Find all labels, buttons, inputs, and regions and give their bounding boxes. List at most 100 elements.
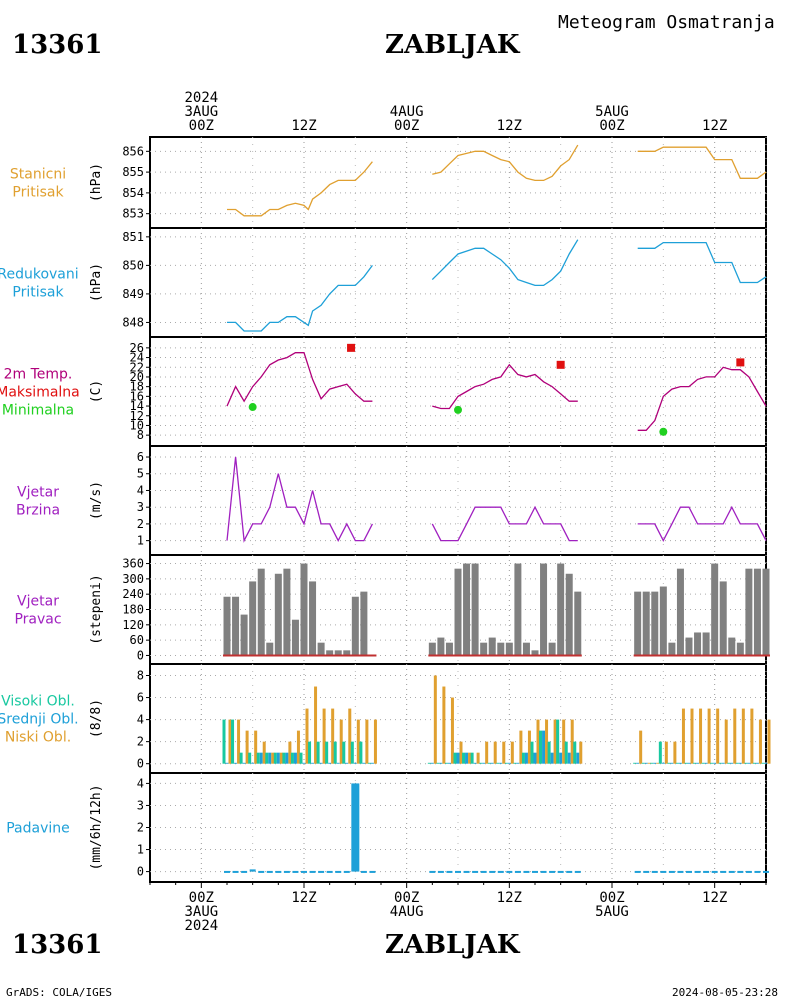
cloud-high-bar — [633, 762, 637, 764]
cloud-mid-bar — [661, 762, 665, 764]
y-tick-label: 851 — [122, 230, 144, 244]
cloud-high-bar — [333, 741, 337, 764]
cloud-low-bar — [664, 741, 668, 764]
cloud-high-bar — [701, 762, 705, 764]
series-line-station-pressure — [227, 161, 373, 217]
series-line-station-pressure — [432, 144, 579, 182]
cloud-low-bar — [450, 697, 454, 764]
cloud-mid-bar — [456, 752, 460, 764]
panel-label: Redukovani — [0, 267, 79, 283]
cloud-low-bar — [356, 719, 360, 764]
cloud-mid-bar — [499, 762, 503, 764]
cloud-high-bar — [222, 719, 226, 764]
cloud-low-bar — [442, 686, 446, 764]
cloud-high-bar — [735, 762, 739, 764]
time-axis-bottom-label: 5AUG — [595, 904, 629, 920]
meteogram-title: Meteogram Osmatranja — [558, 12, 775, 33]
wind-direction-bar — [745, 568, 753, 656]
cloud-mid-bar — [362, 762, 366, 764]
panel-label: Niski Obl. — [5, 730, 71, 746]
y-axis-unit: (mm/6h/12h) — [89, 784, 104, 870]
panel-frame-wind-speed — [149, 445, 767, 556]
precipitation-bar — [224, 870, 230, 873]
y-tick-label: 849 — [122, 287, 144, 301]
y-tick-label: 20 — [130, 370, 144, 384]
cloud-mid-bar — [311, 762, 315, 764]
cloud-low-bar — [279, 752, 283, 764]
cloud-high-bar — [299, 752, 303, 764]
cloud-high-bar — [444, 762, 448, 764]
cloud-high-bar — [650, 762, 654, 764]
wind-direction-bar — [702, 632, 710, 656]
wind-direction-bar — [351, 596, 359, 656]
cloud-low-bar — [228, 719, 232, 764]
cloud-high-bar — [248, 752, 252, 764]
cloud-low-bar — [579, 741, 583, 764]
cloud-mid-bar — [482, 762, 486, 764]
precipitation-bar — [737, 870, 744, 873]
cloud-high-bar — [573, 741, 577, 764]
precipitation-bar — [694, 870, 701, 873]
panel-label: Visoki Obl. — [1, 694, 75, 710]
y-tick-label: 360 — [122, 557, 144, 571]
cloud-high-bar — [744, 762, 748, 764]
precipitation-bar — [566, 870, 573, 873]
tmin-marker — [454, 405, 462, 414]
y-tick-label: 8 — [137, 669, 144, 683]
cloud-low-bar — [502, 741, 506, 764]
cloud-low-bar — [767, 719, 771, 764]
precipitation-bar — [275, 870, 282, 873]
cloud-low-bar — [647, 762, 651, 764]
y-tick-label: 14 — [130, 399, 144, 413]
cloud-high-bar — [727, 762, 731, 764]
cloud-mid-bar — [696, 762, 700, 764]
cloud-mid-bar — [687, 762, 691, 764]
time-axis-top-label: 12Z — [702, 118, 727, 134]
cloud-mid-bar — [439, 762, 443, 764]
y-tick-label: 848 — [122, 315, 144, 329]
y-tick-label: 12 — [130, 409, 144, 423]
tmin-marker — [659, 427, 668, 436]
y-tick-label: 10 — [130, 418, 144, 432]
station-name-footer: ZABLJAK — [385, 930, 520, 960]
cloud-mid-bar — [353, 762, 357, 764]
cloud-high-bar — [556, 719, 560, 764]
cloud-mid-bar — [747, 762, 751, 764]
precipitation-bar — [258, 870, 265, 873]
y-tick-label: 24 — [130, 351, 144, 365]
cloud-high-bar — [453, 752, 457, 764]
station-id-footer: 13361 — [12, 930, 103, 960]
wind-direction-bar — [753, 568, 761, 656]
cloud-low-bar — [305, 708, 309, 764]
y-tick-label: 1 — [137, 843, 144, 857]
cloud-mid-bar — [465, 752, 469, 764]
precipitation-bar — [292, 870, 299, 873]
precipitation-bar — [309, 870, 316, 873]
wind-direction-bar — [223, 596, 231, 656]
precipitation-bar — [686, 870, 692, 873]
cloud-mid-bar — [293, 752, 297, 764]
panel-label: Minimalna — [2, 403, 74, 419]
tmin-marker — [248, 403, 257, 412]
precipitation-bar — [472, 870, 479, 873]
cloud-high-bar — [539, 730, 543, 764]
wind-direction-bar — [343, 650, 351, 656]
precipitation-bar — [728, 870, 735, 873]
cloud-high-bar — [265, 752, 269, 764]
cloud-mid-bar — [234, 762, 238, 764]
cloud-high-bar — [256, 752, 260, 764]
wind-direction-bar — [505, 642, 513, 656]
cloud-mid-bar — [576, 752, 580, 764]
y-tick-label: 855 — [122, 165, 144, 179]
wind-direction-bar — [445, 642, 453, 656]
wind-direction-bar — [668, 642, 676, 656]
y-tick-label: 180 — [122, 603, 144, 617]
wind-direction-bar — [574, 591, 582, 656]
wind-direction-bar — [437, 637, 445, 656]
cloud-high-bar — [513, 762, 517, 764]
time-axis-bottom-label: 12Z — [702, 890, 727, 906]
y-tick-label: 16 — [130, 389, 144, 403]
cloud-low-bar — [562, 719, 566, 764]
time-axis-top-label: 5AUG — [595, 104, 629, 120]
time-axis-bottom-label: 12Z — [291, 890, 316, 906]
